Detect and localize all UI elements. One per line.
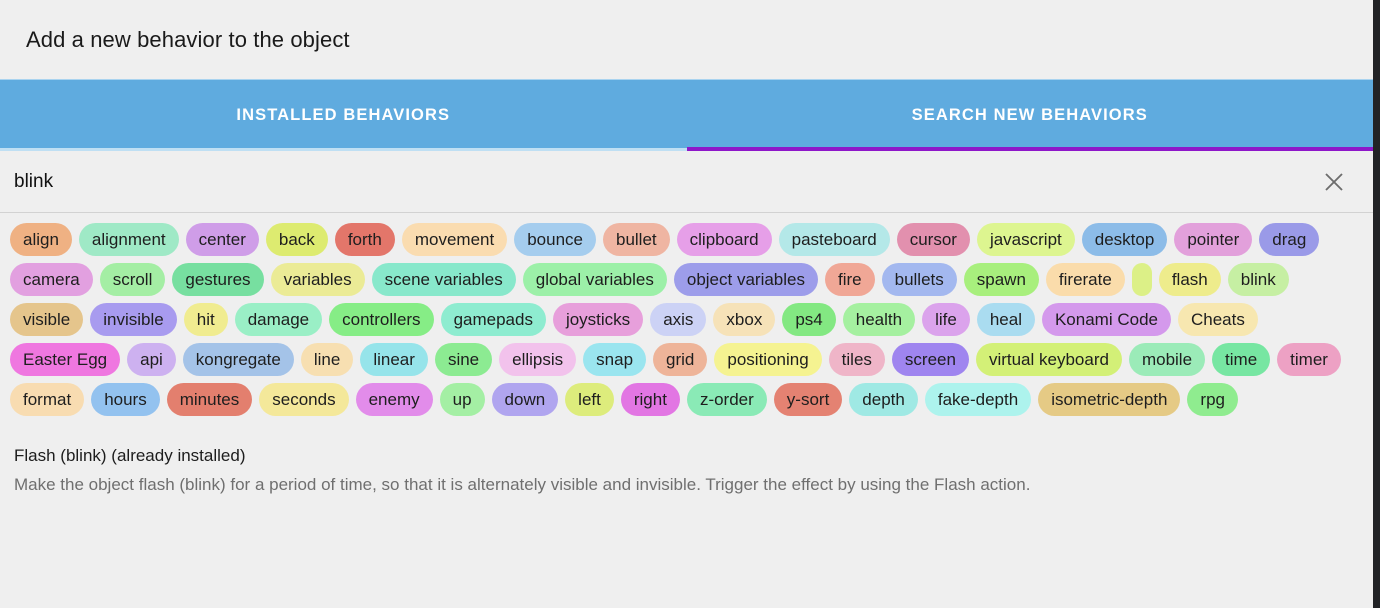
tag-chip[interactable]: pasteboard	[778, 223, 890, 256]
tag-chip[interactable]: down	[491, 383, 559, 416]
tag-chip[interactable]: seconds	[259, 383, 349, 416]
tag-chip[interactable]: health	[842, 303, 916, 336]
tag-chip[interactable]: isometric-depth	[1038, 383, 1181, 416]
tag-chip[interactable]: linear	[360, 343, 428, 376]
tag-chip[interactable]: enemy	[355, 383, 433, 416]
tag-chip[interactable]: bounce	[514, 223, 596, 256]
tag-chip[interactable]: visible	[10, 303, 84, 336]
tag-chip[interactable]: joysticks	[552, 303, 644, 336]
behavior-title: Flash (blink) (already installed)	[14, 446, 246, 465]
tag-chip[interactable]: invisible	[90, 303, 177, 336]
tag-chip[interactable]: left	[565, 383, 614, 416]
tag-chip[interactable]: rpg	[1187, 383, 1238, 416]
tag-chip[interactable]: blink	[1227, 263, 1289, 296]
tag-chip[interactable]: right	[620, 383, 680, 416]
tag-chip[interactable]: snap	[583, 343, 647, 376]
tag-chip[interactable]: damage	[234, 303, 323, 336]
tag-chip[interactable]: time	[1212, 343, 1271, 376]
tag-chip[interactable]: fake-depth	[924, 383, 1032, 416]
tag-chip[interactable]: align	[10, 223, 72, 256]
window-right-edge	[1373, 0, 1380, 608]
tag-chip[interactable]: Cheats	[1177, 303, 1258, 336]
tag-chip[interactable]: controllers	[329, 303, 434, 336]
tag-chip[interactable]: spawn	[963, 263, 1039, 296]
tag-chip[interactable]: up	[439, 383, 485, 416]
tag-chip[interactable]: gestures	[172, 263, 264, 296]
tag-chip[interactable]: axis	[650, 303, 707, 336]
tag-chip[interactable]: xbox	[713, 303, 776, 336]
tag-chip[interactable]: clipboard	[676, 223, 772, 256]
tag-chip[interactable]: ps4	[782, 303, 836, 336]
tag-chip[interactable]: drag	[1259, 223, 1320, 256]
tag-chip[interactable]: format	[10, 383, 85, 416]
behavior-description: Flash (blink) (already installed) Make t…	[0, 416, 1373, 496]
tag-chip[interactable]: minutes	[166, 383, 253, 416]
tag-chip[interactable]: mobile	[1128, 343, 1206, 376]
tag-chip[interactable]: line	[300, 343, 354, 376]
tag-chip[interactable]: fire	[825, 263, 875, 296]
tag-cloud: align alignment center back forth movement bou…	[0, 213, 1373, 416]
tab-underline	[0, 147, 687, 151]
tag-chip[interactable]: positioning	[714, 343, 822, 376]
tag-chip[interactable]: ellipsis	[499, 343, 577, 376]
search-input[interactable]	[14, 170, 1317, 193]
tag-chip[interactable]: api	[127, 343, 176, 376]
tag-chip[interactable]: timer	[1277, 343, 1341, 376]
tag-chip[interactable]: y-sort	[773, 383, 843, 416]
dialog-header: Add a new behavior to the object	[0, 0, 1373, 79]
tag-chip[interactable]: forth	[334, 223, 395, 256]
tag-chip[interactable]: flash	[1158, 263, 1221, 296]
tag-chip[interactable]: Easter Egg	[10, 343, 121, 376]
close-icon[interactable]	[1317, 165, 1351, 199]
tag-chip[interactable]: scroll	[99, 263, 166, 296]
tag-chip[interactable]: grid	[653, 343, 708, 376]
tag-chip[interactable]: pointer	[1174, 223, 1253, 256]
results-area: align alignment center back forth movement bou…	[0, 213, 1373, 608]
tag-chip[interactable]: bullets	[881, 263, 957, 296]
tag-chip[interactable]: variables	[270, 263, 365, 296]
search-row	[0, 151, 1373, 213]
tab-search-new-behaviors[interactable]: SEARCH NEW BEHAVIORS	[686, 79, 1373, 151]
tag-chip[interactable]	[1131, 263, 1152, 296]
behavior-description-text: Make the object flash (blink) for a peri…	[14, 475, 1031, 494]
tab-installed-behaviors-label: INSTALLED BEHAVIORS	[236, 105, 451, 124]
tab-active-underline	[686, 147, 1373, 151]
tab-search-new-behaviors-label: SEARCH NEW BEHAVIORS	[911, 105, 1148, 124]
tag-chip[interactable]: screen	[891, 343, 969, 376]
tag-chip[interactable]: back	[265, 223, 328, 256]
tag-chip[interactable]: kongregate	[182, 343, 294, 376]
tag-chip[interactable]: depth	[849, 383, 918, 416]
tag-chip[interactable]: tiles	[828, 343, 885, 376]
tab-bar: INSTALLED BEHAVIORS SEARCH NEW BEHAVIORS	[0, 79, 1373, 151]
tag-chip[interactable]: center	[185, 223, 259, 256]
tag-chip[interactable]: sine	[434, 343, 493, 376]
tag-chip[interactable]: javascript	[976, 223, 1075, 256]
tag-chip[interactable]: global variables	[522, 263, 667, 296]
tag-chip[interactable]: scene variables	[371, 263, 516, 296]
tab-installed-behaviors[interactable]: INSTALLED BEHAVIORS	[0, 79, 687, 151]
tag-chip[interactable]: alignment	[78, 223, 179, 256]
tag-chip[interactable]: z-order	[686, 383, 767, 416]
tag-chip[interactable]: heal	[976, 303, 1035, 336]
tag-chip[interactable]: cursor	[896, 223, 970, 256]
tag-chip[interactable]: bullet	[603, 223, 670, 256]
tag-chip[interactable]: camera	[10, 263, 93, 296]
tag-chip[interactable]: object variables	[673, 263, 818, 296]
tag-chip[interactable]: firerate	[1045, 263, 1125, 296]
tag-chip[interactable]: hit	[183, 303, 228, 336]
tag-chip[interactable]: Konami Code	[1041, 303, 1171, 336]
tag-chip[interactable]: desktop	[1081, 223, 1168, 256]
page-title: Add a new behavior to the object	[26, 26, 350, 52]
tag-chip[interactable]: hours	[91, 383, 160, 416]
tag-chip[interactable]: gamepads	[440, 303, 546, 336]
tag-chip[interactable]: life	[922, 303, 970, 336]
tag-chip[interactable]: movement	[401, 223, 508, 256]
tag-chip[interactable]: virtual keyboard	[975, 343, 1122, 376]
